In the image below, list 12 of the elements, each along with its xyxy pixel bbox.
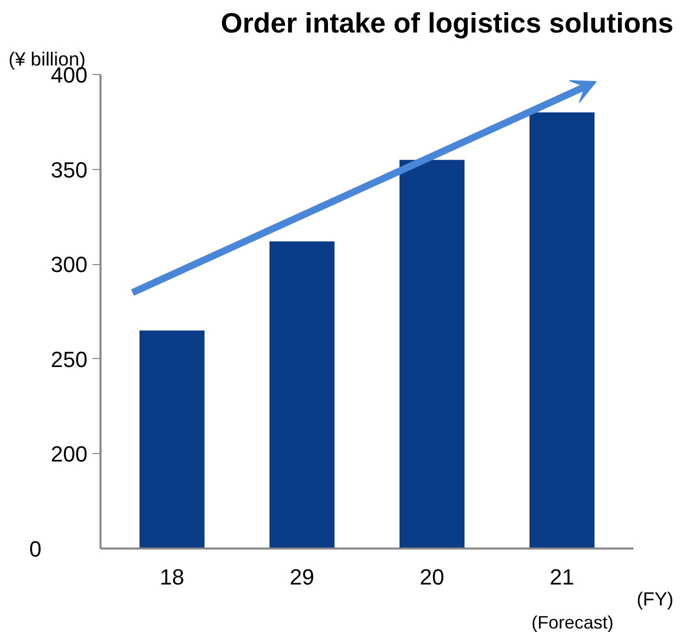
x-tick-label: 29 bbox=[290, 564, 314, 590]
x-axis-title: (FY) bbox=[636, 590, 674, 610]
x-tick-label: 20 bbox=[420, 564, 444, 590]
text: 0 bbox=[29, 536, 42, 562]
y-tick-label: 300 bbox=[50, 252, 88, 278]
y-tick-label: 250 bbox=[50, 346, 88, 372]
y-tick-label: 200 bbox=[50, 442, 88, 467]
y-tick-label: 350 bbox=[50, 157, 88, 182]
chart-title: Order intake of logistics solutions bbox=[220, 8, 674, 38]
text: (Forecast) bbox=[531, 612, 614, 632]
x-tick-label: 21 bbox=[550, 564, 574, 590]
x-tick-label: 18 bbox=[160, 564, 184, 590]
